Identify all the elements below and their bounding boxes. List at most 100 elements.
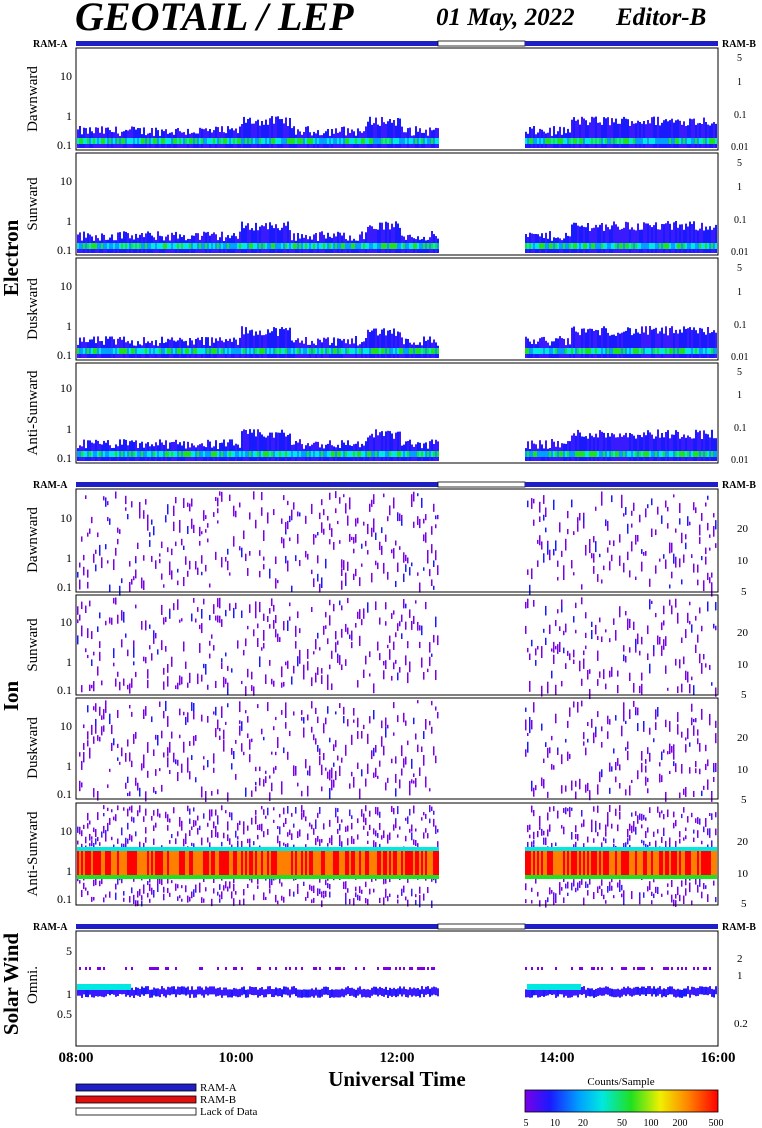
spectrogram-cell <box>323 847 325 851</box>
spectrogram-cell <box>691 703 693 712</box>
spectrogram-cell <box>583 328 585 358</box>
spectrogram-cell <box>183 838 185 847</box>
spectrogram-cell <box>199 540 201 546</box>
left-tick-label: 0.1 <box>57 580 72 594</box>
spectrogram-cell <box>713 227 715 253</box>
spectrogram-cell <box>269 138 271 144</box>
spectrogram-cell <box>383 879 385 885</box>
spectrogram-cell <box>295 243 297 249</box>
spectrogram-cell <box>351 138 353 144</box>
spectrogram-cell <box>345 503 347 514</box>
spectrogram-cell <box>419 851 421 875</box>
spectrogram-cell <box>169 451 171 457</box>
spectrogram-cell <box>145 348 147 354</box>
spectrogram-cell <box>105 703 107 713</box>
spectrogram-cell <box>681 243 683 249</box>
spectrogram-cell <box>161 243 163 249</box>
spectrogram-cell <box>155 243 157 249</box>
spectrogram-cell <box>645 551 647 556</box>
spectrogram-cell <box>355 336 357 358</box>
spectrogram-cell <box>695 451 697 457</box>
spectrogram-cell <box>235 847 237 851</box>
spectrogram-cell <box>633 700 635 707</box>
spectrogram-cell <box>631 227 633 253</box>
spectrogram-cell <box>127 348 129 354</box>
spectrogram-cell <box>387 243 389 249</box>
spectrogram-cell <box>243 889 245 896</box>
spectrogram-cell <box>221 875 223 879</box>
spectrogram-cell <box>541 777 543 787</box>
spectrogram-cell <box>171 731 173 739</box>
spectrogram-cell <box>535 785 537 791</box>
spectrogram-cell <box>295 631 297 637</box>
spectrogram-cell <box>185 885 187 893</box>
spectrogram-cell <box>659 451 661 457</box>
spectrogram-cell <box>233 607 235 619</box>
spectrogram-cell <box>235 891 237 895</box>
spectrogram-cell <box>595 433 597 461</box>
spectrogram-cell <box>541 723 543 731</box>
spectrogram-cell <box>83 348 85 354</box>
spectrogram-cell <box>263 348 265 354</box>
spectrogram-cell <box>595 348 597 354</box>
spectrogram-cell <box>195 618 197 623</box>
spectrogram-cell <box>205 232 207 253</box>
spectrogram-cell <box>173 138 175 144</box>
spectrogram-cell <box>291 813 293 817</box>
spectrogram-cell <box>271 225 273 253</box>
spectrogram-cell <box>595 138 597 144</box>
spectrogram-cell <box>529 232 531 253</box>
spectrogram-cell <box>139 888 141 896</box>
spectrogram-cell <box>409 138 411 144</box>
spectrogram-cell <box>579 348 581 354</box>
spectrogram-cell <box>155 875 157 879</box>
spectrogram-cell <box>133 640 135 650</box>
spectrogram-cell <box>193 451 195 457</box>
spectrogram-cell <box>197 673 199 685</box>
spectrogram-cell <box>153 138 155 144</box>
spectrogram-cell <box>153 630 155 639</box>
spectrogram-cell <box>151 653 153 661</box>
spectrogram-cell <box>321 231 323 253</box>
spectrogram-cell <box>569 451 571 457</box>
spectrogram-cell <box>415 733 417 740</box>
spectrogram-cell <box>609 348 611 354</box>
spectrogram-cell <box>383 661 385 666</box>
spectrogram-cell <box>269 118 271 148</box>
spectrogram-cell <box>315 821 317 829</box>
spectrogram-cell <box>653 438 655 461</box>
spectrogram-cell <box>371 878 373 882</box>
spectrogram-cell <box>261 806 263 810</box>
spectrogram-cell <box>531 847 533 851</box>
spectrogram-cell <box>437 138 439 144</box>
spectrogram-cell <box>553 243 555 249</box>
spectrogram-cell <box>651 117 653 148</box>
spectrogram-cell <box>305 515 307 524</box>
spectrogram-cell <box>419 518 421 529</box>
spectrogram-cell <box>177 884 179 889</box>
spectrogram-cell <box>321 577 323 588</box>
spectrogram-cell <box>433 451 435 457</box>
spectrogram-cell <box>111 451 113 457</box>
spectrogram-cell <box>275 348 277 354</box>
spectrogram-cell <box>591 328 593 358</box>
spectrogram-cell <box>93 851 95 875</box>
spectrogram-cell <box>185 836 187 844</box>
spectrogram-cell <box>185 138 187 144</box>
spectrogram-cell <box>209 653 211 659</box>
spectrogram-cell <box>329 523 331 531</box>
spectrogram-cell <box>665 719 667 728</box>
spectrogram-cell <box>91 659 93 666</box>
spectrogram-cell <box>415 348 417 354</box>
spectrogram-cell <box>89 451 91 457</box>
spectrogram-cell <box>351 630 353 641</box>
spectrogram-cell <box>279 878 281 884</box>
spectrogram-cell <box>397 672 399 681</box>
spectrogram-cell <box>669 328 671 358</box>
spectrogram-cell <box>607 433 609 461</box>
spectrogram-cell <box>313 851 315 875</box>
spectrogram-cell <box>375 851 377 875</box>
spectrogram-cell <box>629 243 631 249</box>
spectrogram-cell <box>359 348 361 354</box>
spectrogram-cell <box>677 612 679 624</box>
